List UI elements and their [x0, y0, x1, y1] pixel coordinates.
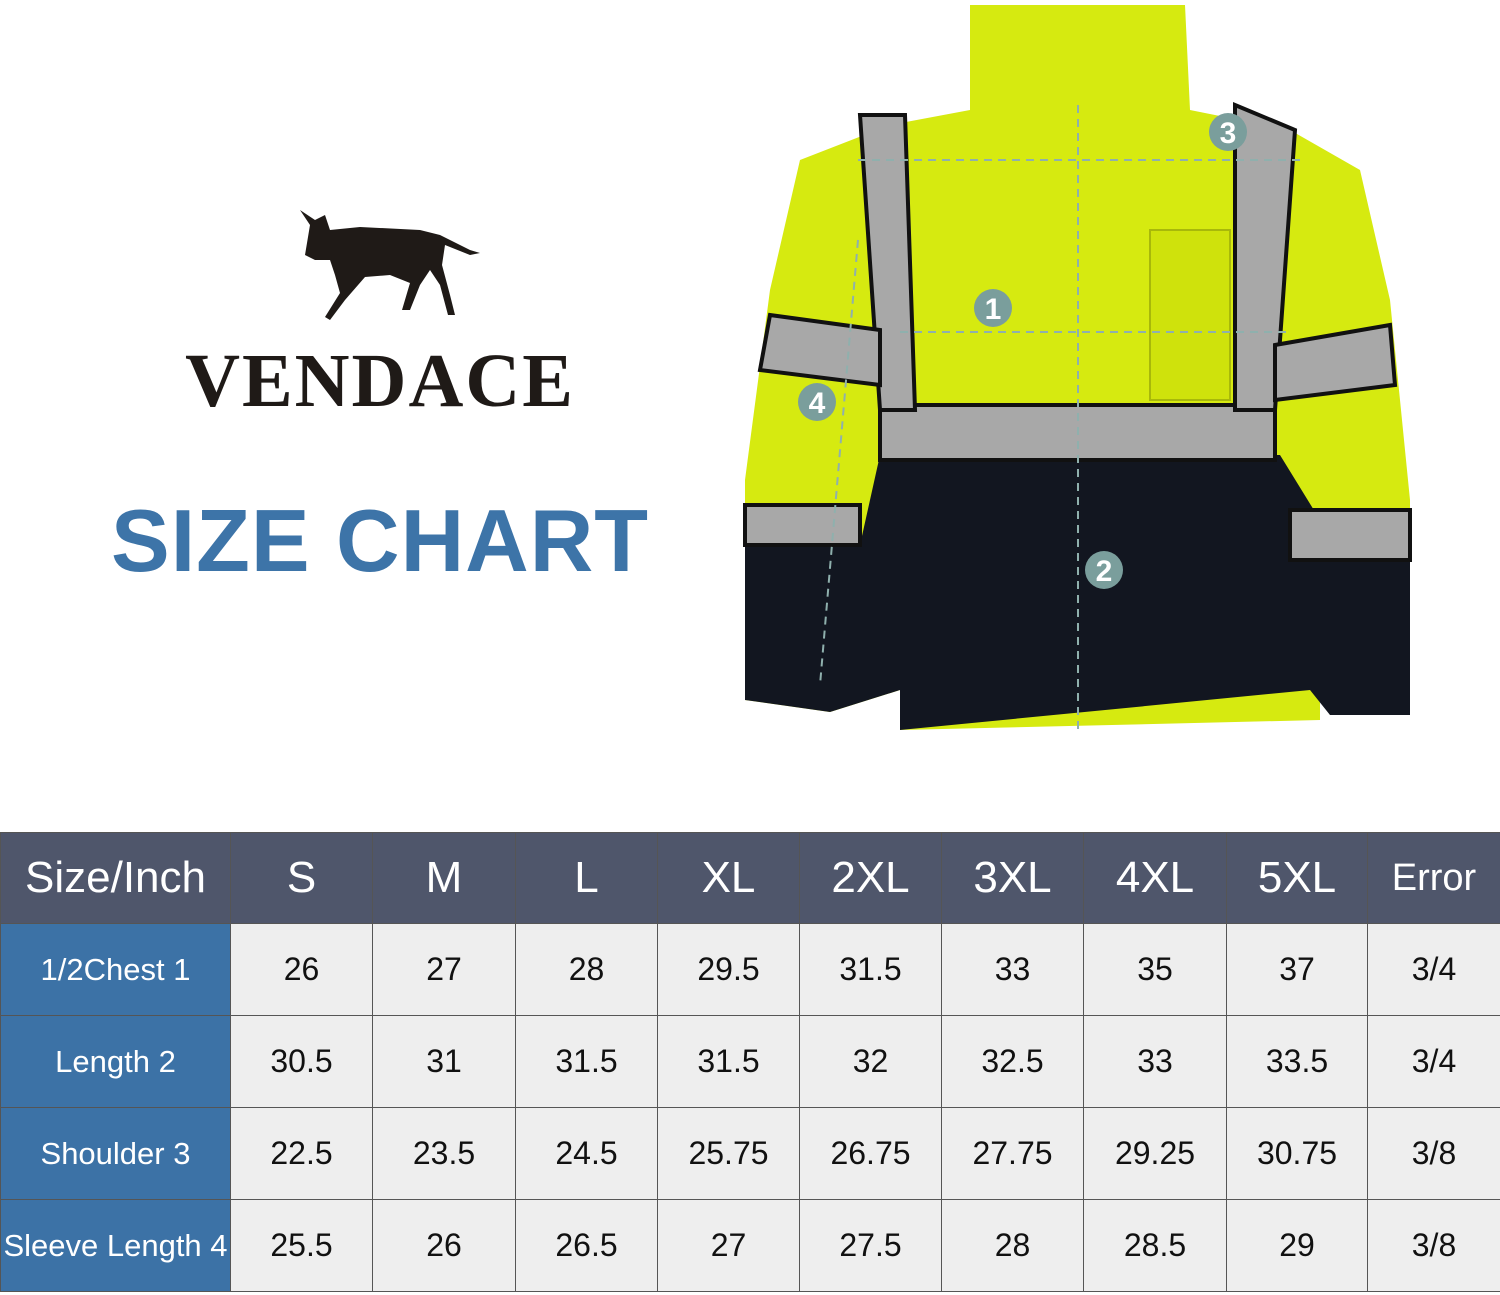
table-cell: 26: [230, 923, 373, 1016]
brand-name: VENDACE: [185, 339, 575, 423]
column-header: Size/Inch: [0, 832, 231, 924]
table-row: 1/2Chest 1 26 27 28 29.5 31.5 33 35 37 3/4: [0, 923, 1500, 1016]
table-cell: 3/4: [1367, 923, 1500, 1016]
table-cell: 23.5: [372, 1107, 516, 1200]
jacket-diagram: 1 2 3 4: [743, 5, 1412, 735]
column-header: M: [372, 832, 516, 924]
table-row: Length 2 30.5 31 31.5 31.5 32 32.5 33 33.5 3/4: [0, 1015, 1500, 1108]
table-cell: 26.75: [799, 1107, 942, 1200]
table-cell: 31.5: [799, 923, 942, 1016]
table-cell: 28: [941, 1199, 1084, 1292]
marker-2: 2: [1096, 555, 1113, 588]
table-cell: 30.5: [230, 1015, 373, 1108]
table-cell: 31.5: [515, 1015, 658, 1108]
table-cell: 26: [372, 1199, 516, 1292]
size-table: Size/Inch S M L XL 2XL 3XL 4XL 5XL Error…: [0, 832, 1500, 1292]
table-cell: 27.75: [941, 1107, 1084, 1200]
table-cell: 35: [1083, 923, 1227, 1016]
marker-3: 3: [1220, 117, 1237, 150]
table-cell: 28: [515, 923, 658, 1016]
row-header: Shoulder 3: [0, 1107, 231, 1200]
table-cell: 37: [1226, 923, 1368, 1016]
table-cell: 32.5: [941, 1015, 1084, 1108]
table-header-row: Size/Inch S M L XL 2XL 3XL 4XL 5XL Error: [0, 832, 1500, 924]
table-cell: 28.5: [1083, 1199, 1227, 1292]
table-cell: 25.5: [230, 1199, 373, 1292]
brand-logo: [140, 205, 620, 330]
table-cell: 29.25: [1083, 1107, 1227, 1200]
table-cell: 27.5: [799, 1199, 942, 1292]
table-row: Shoulder 3 22.5 23.5 24.5 25.75 26.75 27.75 29.…: [0, 1107, 1500, 1200]
table-cell: 3/8: [1367, 1199, 1500, 1292]
table-cell: 33.5: [1226, 1015, 1368, 1108]
row-header: Sleeve Length 4: [0, 1199, 231, 1292]
measurement-markers: 1 2 3 4: [798, 113, 1247, 589]
table-cell: 24.5: [515, 1107, 658, 1200]
column-header: 3XL: [941, 832, 1084, 924]
table-cell: 26.5: [515, 1199, 658, 1292]
column-header: 4XL: [1083, 832, 1227, 924]
marker-4: 4: [809, 387, 826, 420]
table-cell: 3/8: [1367, 1107, 1500, 1200]
column-header: Error: [1367, 832, 1500, 924]
table-cell: 22.5: [230, 1107, 373, 1200]
table-cell: 31.5: [657, 1015, 800, 1108]
table-cell: 29.5: [657, 923, 800, 1016]
table-cell: 29: [1226, 1199, 1368, 1292]
table-cell: 3/4: [1367, 1015, 1500, 1108]
donkey-icon: [300, 210, 480, 320]
row-header: Length 2: [0, 1015, 231, 1108]
marker-1: 1: [985, 293, 1002, 326]
table-cell: 25.75: [657, 1107, 800, 1200]
column-header: 5XL: [1226, 832, 1368, 924]
table-cell: 27: [372, 923, 516, 1016]
column-header: S: [230, 832, 373, 924]
table-cell: 33: [941, 923, 1084, 1016]
table-cell: 31: [372, 1015, 516, 1108]
row-header: 1/2Chest 1: [0, 923, 231, 1016]
table-cell: 30.75: [1226, 1107, 1368, 1200]
column-header: L: [515, 832, 658, 924]
column-header: 2XL: [799, 832, 942, 924]
table-cell: 32: [799, 1015, 942, 1108]
column-header: XL: [657, 832, 800, 924]
table-row: Sleeve Length 4 25.5 26 26.5 27 27.5 28 28.5 29 3…: [0, 1199, 1500, 1292]
table-cell: 27: [657, 1199, 800, 1292]
page-title: SIZE CHART: [111, 491, 649, 590]
table-cell: 33: [1083, 1015, 1227, 1108]
